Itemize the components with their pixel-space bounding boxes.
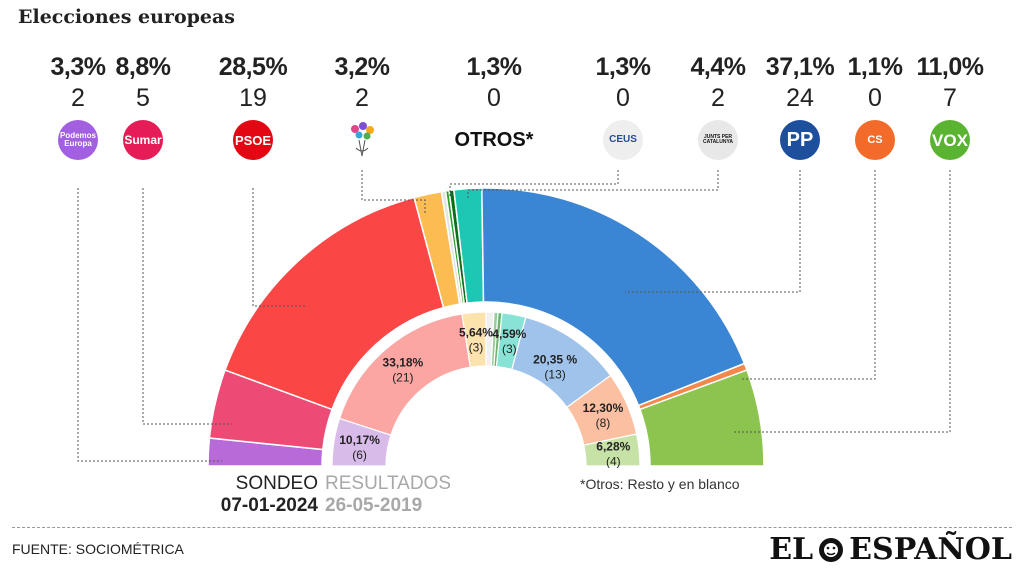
junts-logo-icon: JUNTS PER CATALUNYA bbox=[698, 120, 738, 160]
inner-seat-label: (13) bbox=[544, 367, 565, 381]
pp-logo-icon: PP bbox=[780, 120, 820, 160]
party-pct: 3,2% bbox=[334, 53, 390, 81]
chart-title: Elecciones europeas bbox=[18, 6, 235, 28]
leader-line-flower bbox=[361, 170, 426, 215]
logo-text: PP bbox=[786, 129, 814, 151]
party-seats: 2 bbox=[711, 84, 725, 112]
party-pct: 37,1% bbox=[765, 53, 835, 81]
resultados-label: RESULTADOS 26-05-2019 bbox=[325, 473, 451, 517]
party-seats: 5 bbox=[136, 84, 150, 112]
cs-logo-icon: CS bbox=[855, 120, 895, 160]
logo-text: JUNTS PER CATALUNYA bbox=[703, 134, 733, 145]
leader-line-podemos bbox=[77, 188, 222, 462]
inner-value-label: 33,18% bbox=[383, 356, 424, 370]
outer-slice-vox bbox=[638, 369, 765, 467]
inner-value-label: 5,64% bbox=[459, 325, 493, 339]
inner-seat-label: (21) bbox=[392, 371, 413, 385]
otros-note: *Otros: Resto y en blanco bbox=[580, 476, 740, 492]
party-sumar: 8,8% 5 Sumar bbox=[103, 52, 183, 160]
party-vox: 11,0% 7 VOX bbox=[910, 52, 990, 160]
resultados-text: RESULTADOS bbox=[325, 473, 451, 494]
logo-text: CS bbox=[867, 133, 883, 146]
psoe-logo-icon: PSOE bbox=[233, 120, 273, 160]
party-seats: 7 bbox=[943, 84, 957, 112]
logo-text: CEUS bbox=[609, 134, 637, 145]
inner-seat-label: (8) bbox=[596, 416, 611, 430]
leader-line-pp bbox=[625, 170, 801, 293]
logo-text: OTROS* bbox=[454, 129, 534, 151]
lion-icon bbox=[817, 536, 845, 564]
logo-text: PSOE bbox=[234, 132, 272, 148]
sondeo-date: 07-01-2024 bbox=[220, 495, 318, 516]
inner-slice-vox bbox=[583, 433, 641, 467]
logo-text: Sumar bbox=[124, 133, 162, 147]
inner-seat-label: (3) bbox=[502, 342, 517, 356]
party-seats: 0 bbox=[616, 84, 630, 112]
party-ceus: 1,3% 0 CEUS bbox=[583, 52, 663, 160]
party-seats: 0 bbox=[868, 84, 882, 112]
party-pct: 28,5% bbox=[218, 53, 288, 81]
sondeo-label: SONDEO 07-01-2024 bbox=[210, 473, 318, 517]
party-seats: 24 bbox=[786, 84, 814, 112]
brand-logo: EL ESPAÑOL bbox=[769, 532, 1012, 567]
party-podemos: 3,3% 2 Podemos Europa bbox=[38, 52, 118, 160]
party-seats: 19 bbox=[239, 84, 267, 112]
inner-value-label: 10,17% bbox=[339, 433, 380, 447]
vox-logo-icon: VOX bbox=[930, 120, 970, 160]
party-flower: 3,2% 2 bbox=[322, 52, 402, 160]
inner-value-label: 12,30% bbox=[583, 401, 624, 415]
inner-value-label: 6,28% bbox=[596, 440, 630, 454]
footer-divider bbox=[12, 527, 1012, 528]
ceus-logo-icon: CEUS bbox=[603, 120, 643, 160]
party-seats: 2 bbox=[355, 84, 369, 112]
party-pct: 11,0% bbox=[916, 53, 984, 81]
inner-value-label: 4,59% bbox=[492, 327, 526, 341]
outer-slice-pp bbox=[481, 187, 746, 407]
logo-text: Podemos Europa bbox=[59, 131, 96, 148]
logo-text: VOX bbox=[932, 130, 968, 150]
brand-right: ESPAÑOL bbox=[849, 532, 1012, 567]
inner-value-label: 20,35 % bbox=[533, 352, 577, 366]
leader-line-sumar bbox=[142, 188, 232, 425]
source-text: FUENTE: SOCIOMÉTRICA bbox=[12, 541, 184, 557]
party-psoe: 28,5% 19 PSOE bbox=[213, 52, 293, 160]
outer-slice-psoe bbox=[224, 196, 445, 411]
party-pct: 1,1% bbox=[847, 53, 903, 81]
inner-seat-label: (3) bbox=[469, 340, 484, 354]
leader-line-ceus bbox=[449, 170, 619, 196]
sondeo-text: SONDEO bbox=[235, 473, 318, 494]
party-seats: 2 bbox=[71, 84, 85, 112]
leader-line-vox bbox=[733, 170, 951, 433]
party-pct: 1,3% bbox=[466, 53, 522, 81]
party-pp: 37,1% 24 PP bbox=[760, 52, 840, 160]
party-seats: 0 bbox=[487, 84, 501, 112]
party-cs: 1,1% 0 CS bbox=[835, 52, 915, 160]
flower-bouquet-icon bbox=[351, 122, 374, 157]
leader-line-psoe bbox=[252, 188, 305, 307]
leader-line-cs bbox=[742, 170, 876, 380]
party-pct: 1,3% bbox=[595, 53, 651, 81]
sumar-logo-icon: Sumar bbox=[123, 120, 163, 160]
party-junts: 4,4% 2 JUNTS PER CATALUNYA bbox=[678, 52, 758, 160]
party-otros: 1,3% 0 OTROS* bbox=[454, 52, 534, 160]
party-pct: 3,3% bbox=[50, 53, 106, 81]
otros-logo-icon: OTROS* bbox=[454, 120, 534, 160]
party-pct: 4,4% bbox=[690, 53, 746, 81]
party-pct: 8,8% bbox=[115, 53, 171, 81]
podemos-logo-icon: Podemos Europa bbox=[58, 120, 98, 160]
brand-left: EL bbox=[769, 532, 814, 567]
resultados-date: 26-05-2019 bbox=[325, 495, 423, 516]
flower-logo-icon bbox=[342, 120, 382, 160]
inner-seat-label: (4) bbox=[606, 455, 621, 469]
inner-seat-label: (6) bbox=[352, 448, 367, 462]
leader-line-junts bbox=[467, 170, 719, 199]
